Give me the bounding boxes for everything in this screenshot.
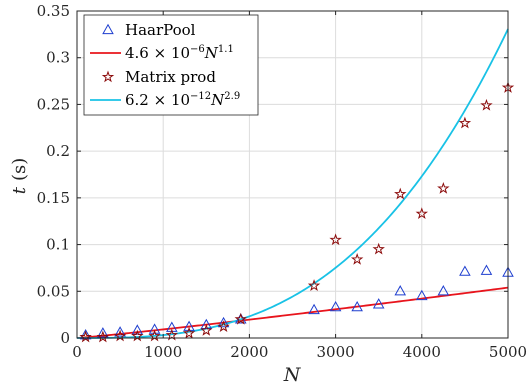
legend-marker-triangle (102, 23, 114, 35)
legend-label: HaarPool (125, 21, 196, 39)
y-axis-label: t (s) (9, 158, 30, 195)
matrix-prod-point (415, 207, 429, 220)
haarpool-point (480, 264, 493, 275)
legend-label-exp2: 1.1 (218, 44, 234, 55)
x-tick-label: 3000 (317, 343, 355, 361)
x-tick-label: 1000 (144, 343, 182, 361)
y-axis-label-unit: (s) (9, 158, 30, 181)
haarpool-point (416, 289, 428, 301)
matrix-prod-point (372, 242, 385, 255)
haarpool-point (372, 298, 385, 309)
x-tick-label: 5000 (489, 343, 527, 361)
haarpool-point (459, 265, 471, 276)
legend-label-var: N (204, 44, 219, 62)
haarpool-point (97, 327, 109, 338)
matrix-prod-point (458, 116, 472, 129)
matrix-prod-point (307, 279, 321, 291)
matrix-prod-point (329, 233, 342, 246)
haarpool-point (308, 303, 320, 315)
fit-curves (76, 28, 509, 339)
haarpool-point (183, 320, 195, 331)
x-axis-label: N (283, 364, 302, 386)
legend-label-coef: 6.2 × 10 (125, 91, 190, 109)
legend-label-coef: 4.6 × 10 (125, 44, 190, 62)
y-tick-label: 0 (60, 329, 70, 347)
haarpool-point (114, 326, 126, 337)
x-tick-label: 4000 (403, 343, 441, 361)
matrix-prod-point (234, 312, 247, 325)
y-axis-label-var: t (9, 186, 30, 194)
x-tick-label: 2000 (230, 343, 268, 361)
x-tick-label: 0 (72, 343, 82, 361)
haarpool-point (329, 300, 342, 312)
y-tick-label: 0.1 (46, 236, 70, 254)
legend-label-exp2: 2.9 (224, 91, 240, 102)
matrix-prod-point (96, 330, 110, 343)
y-tick-label: 0.35 (37, 2, 70, 20)
fit-curve-2 (77, 28, 509, 339)
haarpool-point (351, 300, 363, 312)
haarpool-point (217, 316, 230, 328)
plot-frame (76, 10, 509, 339)
matrix-prod-point (200, 324, 213, 336)
data-markers (79, 81, 515, 343)
legend-label-exp1: −12 (190, 91, 211, 102)
legend-marker-star (101, 70, 115, 83)
legend-box (83, 14, 259, 116)
y-tick-label: 0.05 (37, 282, 70, 300)
haarpool-point (437, 285, 450, 296)
matrix-prod-point (182, 326, 196, 339)
y-tick-label: 0.3 (46, 49, 70, 67)
matrix-prod-point (437, 181, 450, 194)
legend-label-var: N (210, 91, 225, 109)
haarpool-point (131, 324, 144, 335)
y-tick-label: 0.2 (46, 142, 70, 160)
matrix-prod-point (165, 328, 179, 341)
axis-ticks: 0 1000 2000 3000 4000 5000 0 0.05 0.1 0.15 0.2 0.25… (37, 2, 527, 361)
matrix-prod-point (79, 330, 92, 343)
matrix-prod-point (480, 98, 493, 111)
haarpool-point (148, 323, 161, 334)
legend-label: 6.2 × 10−12N2.9 (125, 91, 240, 109)
haarpool-point (234, 313, 247, 324)
legend-label: 4.6 × 10−6N1.1 (125, 44, 234, 62)
legend-label-exp1: −6 (190, 44, 205, 55)
matrix-prod-point (394, 187, 407, 200)
y-tick-label: 0.25 (37, 95, 70, 113)
matrix-prod-point (350, 253, 364, 265)
matrix-prod-point (217, 320, 230, 333)
haarpool-point (394, 285, 407, 296)
fit-curve-1 (76, 286, 509, 339)
y-tick-label: 0.15 (37, 189, 70, 207)
legend-label: Matrix prod (125, 68, 216, 86)
haarpool-point (200, 318, 213, 330)
